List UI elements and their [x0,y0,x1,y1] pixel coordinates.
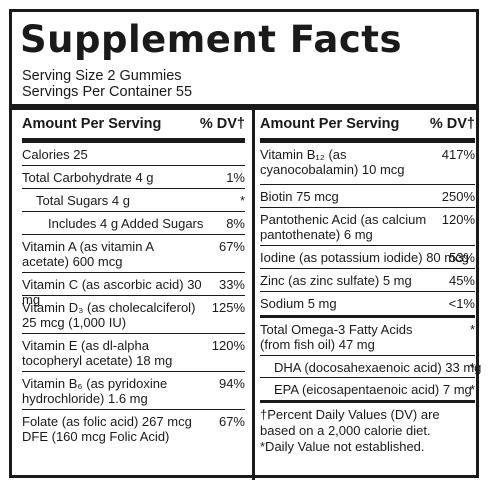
nutrient-row: DHA (docosahexaenoic acid) 33 mg * [260,356,482,378]
nutrient-name: Total Sugars 4 g [36,193,130,208]
nutrient-row: Pantothenic Acid (as calcium pantothenat… [260,208,475,246]
nutrient-name: Folate (as folic acid) 267 mcg DFE (160 … [22,414,192,444]
column-divider [252,110,255,480]
nutrient-row: Iodine (as potassium iodide) 80 mcg 53% [260,246,475,269]
nutrient-name: Vitamin A (as vitamin A acetate) 600 mcg [22,239,154,269]
nutrient-dv: 120% [441,212,475,227]
footnote-dv-basis: †Percent Daily Values (DV) are based on … [260,407,440,438]
nutrient-dv: <1% [448,296,475,311]
nutrient-dv: 67% [218,239,245,254]
nutrient-dv: 1% [226,170,245,185]
nutrient-name: Sodium 5 mg [260,296,337,311]
nutrient-dv: * [469,360,475,375]
nutrient-dv: 33% [218,277,245,292]
nutrient-row: Calories 25 [22,143,245,166]
right-header-dv: % DV† [429,116,475,132]
nutrient-dv: 120% [211,338,245,353]
nutrient-row: Sodium 5 mg <1% [260,292,475,318]
nutrient-row: Vitamin D₃ (as cholecalciferol) 25 mcg (… [22,296,245,334]
nutrient-row: Total Omega-3 Fatty Acids (from fish oil… [260,318,475,356]
serving-info: Serving Size 2 Gummies Servings Per Cont… [22,68,192,100]
nutrient-row: EPA (eicosapentaenoic acid) 7 mg * [260,378,475,403]
nutrient-row: Folate (as folic acid) 267 mcg DFE (160 … [22,410,245,448]
right-header-amount: Amount Per Serving [260,116,400,132]
nutrient-dv: * [239,193,245,208]
nutrient-row: Vitamin E (as dl-alpha tocopheryl acetat… [22,334,245,372]
nutrient-dv: 67% [218,414,245,429]
left-header-dv: % DV† [199,116,245,132]
nutrient-dv: * [469,322,475,337]
nutrient-name: DHA (docosahexaenoic acid) 33 mg [274,360,482,375]
right-column: Amount Per Serving % DV† Vitamin B₁₂ (as… [260,110,482,455]
top-thick-rule [12,104,476,110]
nutrient-dv: 250% [441,189,475,204]
nutrient-name: Includes 4 g Added Sugars [48,216,204,231]
nutrient-dv: 417% [441,147,475,162]
panel-title: Supplement Facts [20,18,403,61]
nutrient-dv: 8% [226,216,245,231]
left-header-rule [22,138,245,143]
nutrient-name: Zinc (as zinc sulfate) 5 mg [260,273,412,288]
nutrient-row: Includes 4 g Added Sugars 8% [22,212,245,235]
nutrient-name: Vitamin E (as dl-alpha tocopheryl acetat… [22,338,173,368]
nutrient-name: Biotin 75 mcg [260,189,339,204]
nutrient-row: Total Sugars 4 g * [22,189,245,212]
nutrient-dv: * [469,382,475,397]
nutrient-dv: 45% [448,273,475,288]
nutrient-name: Vitamin B₆ (as pyridoxine hydrochloride)… [22,376,168,406]
nutrient-name: Pantothenic Acid (as calcium pantothenat… [260,212,427,242]
nutrient-row: Vitamin B₁₂ (as cyanocobalamin) 10 mcg 4… [260,143,475,185]
nutrient-row: Vitamin A (as vitamin A acetate) 600 mcg… [22,235,245,273]
nutrient-row: Total Carbohydrate 4 g 1% [22,166,245,189]
nutrient-name: Vitamin C (as ascorbic acid) 30 mg [22,277,202,307]
left-header: Amount Per Serving % DV† [22,110,245,138]
nutrient-dv: 125% [211,300,245,315]
nutrient-dv: 53% [448,250,475,265]
left-header-amount: Amount Per Serving [22,116,162,132]
nutrient-name: Vitamin B₁₂ (as cyanocobalamin) 10 mcg [260,147,405,177]
nutrient-row: Vitamin C (as ascorbic acid) 30 mg 33% [22,273,245,307]
right-header-rule [260,138,475,143]
nutrient-row: Biotin 75 mcg 250% [260,185,475,208]
serving-size: Serving Size 2 Gummies [22,68,182,84]
footnote-dv-not-established: *Daily Value not established. [260,439,425,454]
nutrient-name: Iodine (as potassium iodide) 80 mcg [260,250,469,265]
left-column: Amount Per Serving % DV† Calories 25 Tot… [22,110,245,448]
right-header: Amount Per Serving % DV† [260,110,475,138]
servings-per-container: Servings Per Container 55 [22,84,193,100]
nutrient-name: Total Carbohydrate 4 g [22,170,154,185]
nutrient-name: EPA (eicosapentaenoic acid) 7 mg [274,382,472,397]
nutrient-name: Calories 25 [22,147,88,162]
supplement-facts-panel: Supplement Facts Serving Size 2 Gummies … [9,9,482,480]
nutrient-name: Vitamin D₃ (as cholecalciferol) 25 mcg (… [22,300,196,330]
nutrient-name: Total Omega-3 Fatty Acids (from fish oil… [260,322,413,352]
nutrient-row: Zinc (as zinc sulfate) 5 mg 45% [260,269,475,292]
nutrient-row: Vitamin B₆ (as pyridoxine hydrochloride)… [22,372,245,410]
nutrient-dv: 94% [218,376,245,391]
